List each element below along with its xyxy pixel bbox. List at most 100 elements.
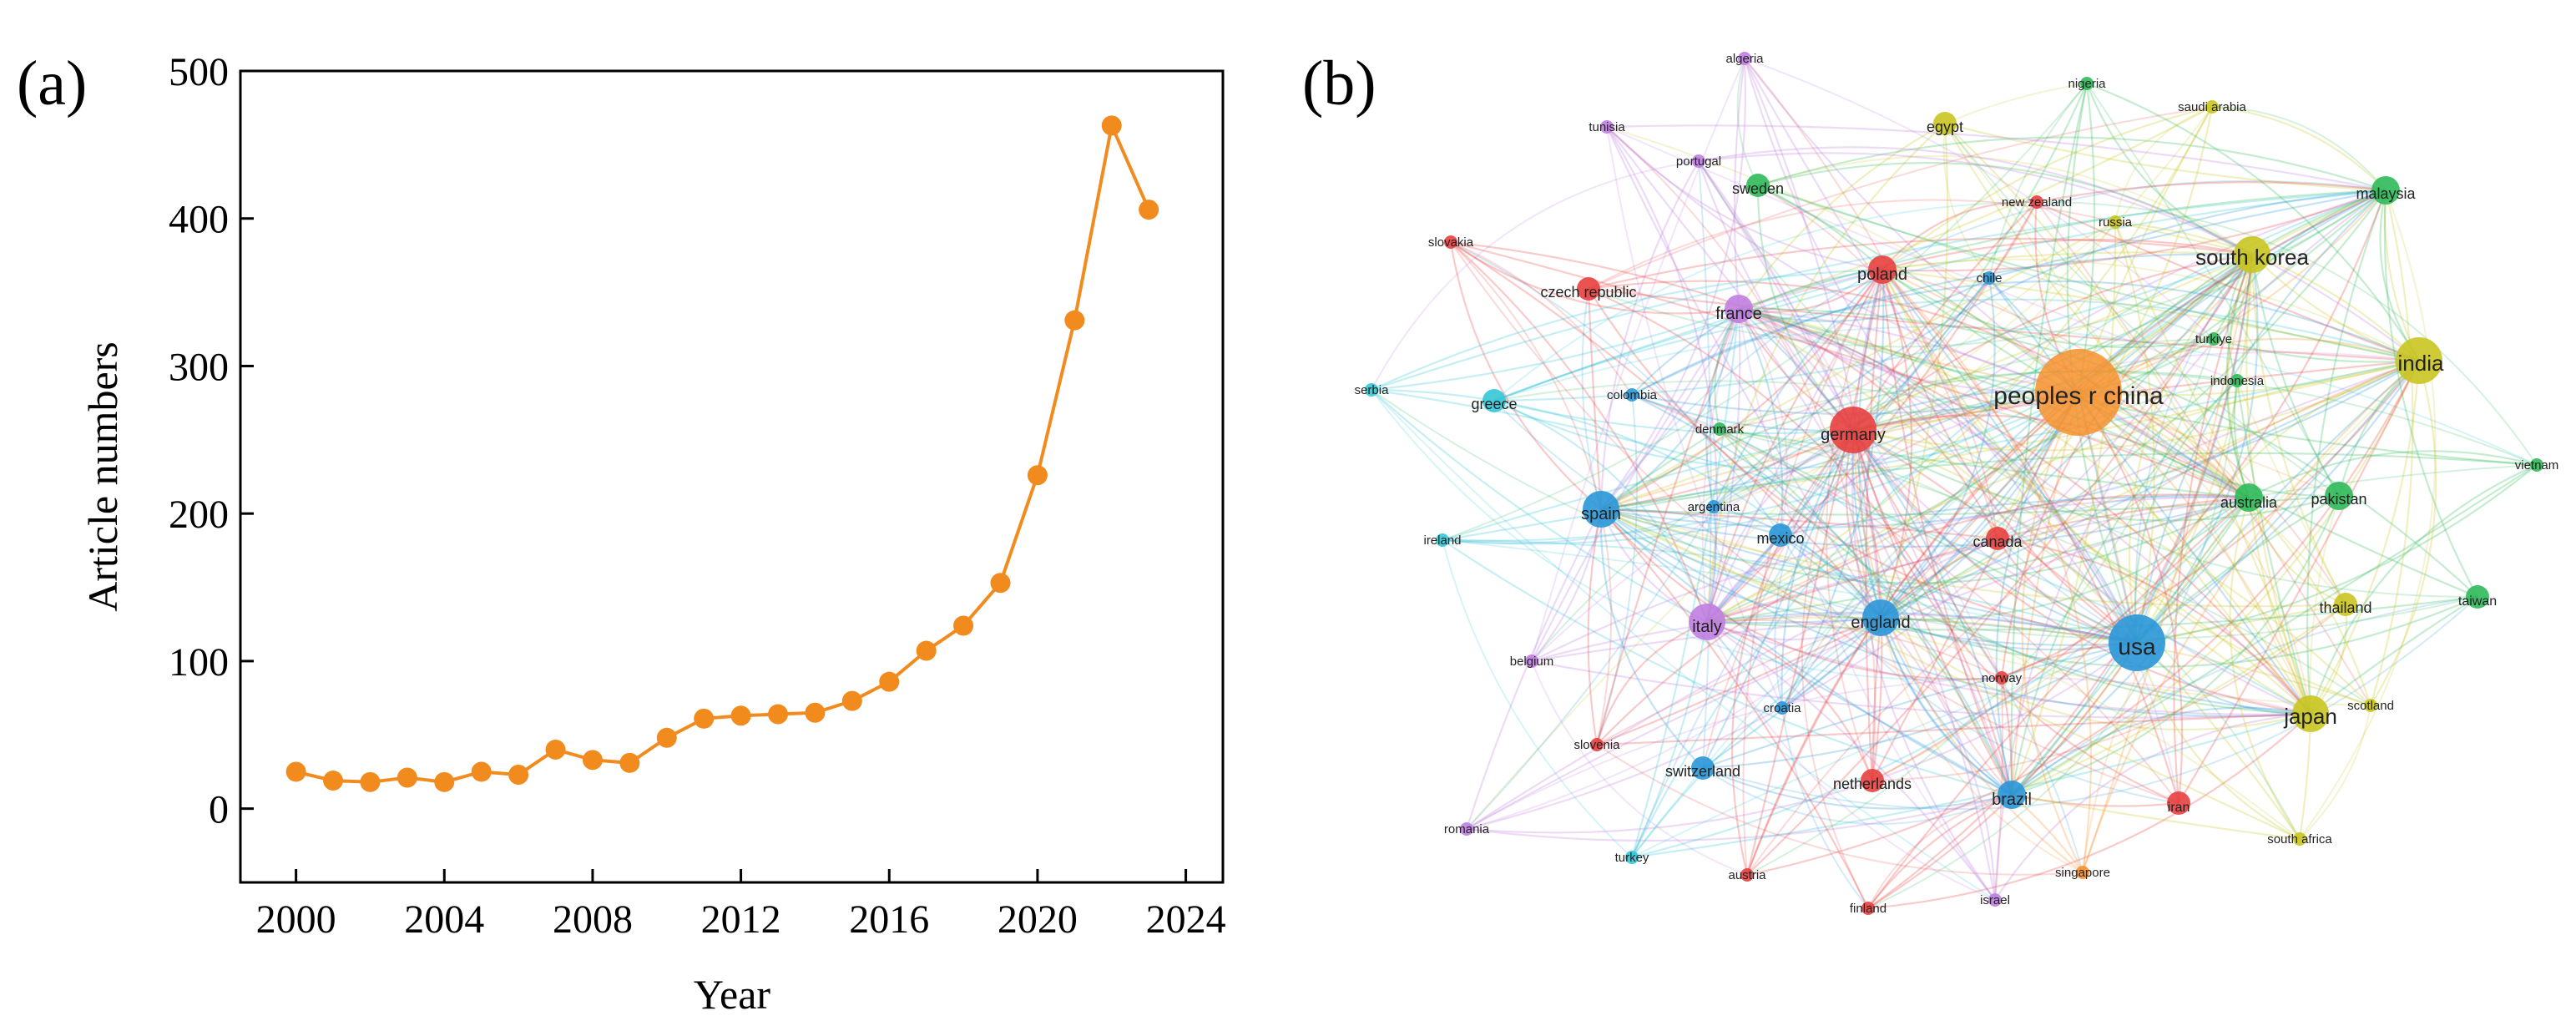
node-peoples-r-china	[2035, 349, 2122, 436]
node-finland	[1861, 902, 1875, 915]
edge	[1595, 308, 1740, 745]
node-label: israel	[1980, 893, 2010, 907]
edge	[1531, 660, 2311, 719]
edge	[1881, 269, 2346, 605]
edge	[1756, 184, 1854, 431]
edge	[1493, 268, 1883, 402]
edge	[1852, 428, 2311, 715]
edge	[1880, 497, 2250, 621]
edge	[2310, 360, 2421, 715]
edge	[1738, 308, 1784, 536]
edge	[1493, 189, 2387, 402]
edge	[1881, 269, 2215, 348]
edge	[1880, 617, 2084, 873]
node-serbia	[1365, 383, 1378, 397]
edge	[1493, 400, 1881, 619]
edge	[1738, 268, 1883, 311]
edge	[1698, 146, 2253, 255]
data-point-2003	[397, 767, 417, 788]
edge	[1944, 83, 2088, 124]
data-point-2012	[730, 705, 751, 726]
edge	[1881, 269, 2138, 644]
edge	[1845, 429, 1881, 619]
edge	[1595, 620, 1708, 745]
edge	[1698, 160, 1855, 431]
edge	[2225, 254, 2254, 498]
edge	[1596, 493, 2250, 745]
y-tick-label: 300	[169, 345, 229, 389]
edge	[1600, 508, 2371, 706]
node-slovenia	[1590, 738, 1604, 751]
data-point-2002	[360, 771, 381, 792]
edge	[1852, 429, 2013, 796]
edge	[1997, 537, 2311, 715]
node-nigeria	[2080, 77, 2094, 90]
edge	[1871, 392, 2079, 781]
edge	[1705, 269, 1883, 623]
edge	[1531, 58, 1745, 662]
y-tick-label: 400	[169, 198, 229, 242]
x-tick-label: 2016	[849, 897, 929, 942]
x-axis-title: Year	[694, 971, 770, 1018]
edge	[1600, 221, 2116, 510]
edge	[1738, 308, 1996, 901]
edge	[2309, 463, 2538, 715]
edge	[1871, 617, 1882, 781]
data-point-2020	[1027, 465, 1048, 486]
data-point-2019	[990, 573, 1011, 594]
node-new-zealand	[2030, 195, 2043, 209]
edge	[2078, 391, 2372, 706]
edge	[1867, 794, 2013, 909]
data-point-2008	[582, 750, 603, 771]
edge	[1880, 277, 1996, 619]
edge	[1600, 308, 1740, 510]
edge	[1702, 766, 2013, 810]
node-norway	[1995, 671, 2008, 685]
node-label: turkiye	[2195, 332, 2232, 346]
panel-b-label: (b)	[1302, 48, 1376, 119]
edge	[2114, 221, 2250, 498]
edge	[2369, 190, 2414, 706]
edge	[1713, 221, 2116, 508]
edge	[1719, 371, 2538, 466]
edge	[1371, 389, 2478, 640]
edge	[1852, 190, 2387, 432]
edge	[1600, 179, 2387, 510]
node-label: nigeria	[2068, 77, 2106, 91]
edge	[1851, 269, 1996, 901]
node-label: thailand	[2319, 599, 2371, 616]
edge	[1879, 269, 1913, 619]
node-label: pakistan	[2311, 491, 2366, 508]
node-portugal	[1692, 154, 1705, 168]
edge	[1879, 617, 2013, 796]
edge	[1851, 429, 2179, 805]
edge	[1746, 360, 2420, 876]
edge	[1606, 126, 1881, 619]
node-label: colombia	[1607, 388, 1658, 402]
node-slovakia	[1444, 235, 1457, 249]
edge	[2001, 360, 2420, 680]
edge	[2078, 190, 2387, 394]
node-label: singapore	[2055, 866, 2110, 880]
edge	[1702, 429, 1855, 769]
edge	[2081, 360, 2420, 873]
data-point-2006	[508, 764, 529, 785]
node-mexico	[1769, 523, 1792, 547]
edge	[1738, 307, 2138, 644]
edge	[1581, 288, 1602, 510]
edge	[1706, 621, 1996, 901]
node-label: belgium	[1510, 654, 1554, 669]
edge	[1852, 337, 2215, 432]
edge	[2086, 82, 2420, 361]
edge	[1631, 277, 1990, 858]
edge	[1852, 253, 2253, 431]
edge	[1744, 58, 2138, 644]
edge	[1852, 201, 2038, 431]
edge	[1606, 126, 1883, 271]
data-point-2016	[879, 671, 900, 692]
edge	[2136, 464, 2538, 644]
node-sweden	[1746, 174, 1770, 197]
edge	[1713, 106, 2213, 508]
node-malaysia	[2371, 176, 2400, 205]
edge	[1706, 496, 2250, 624]
